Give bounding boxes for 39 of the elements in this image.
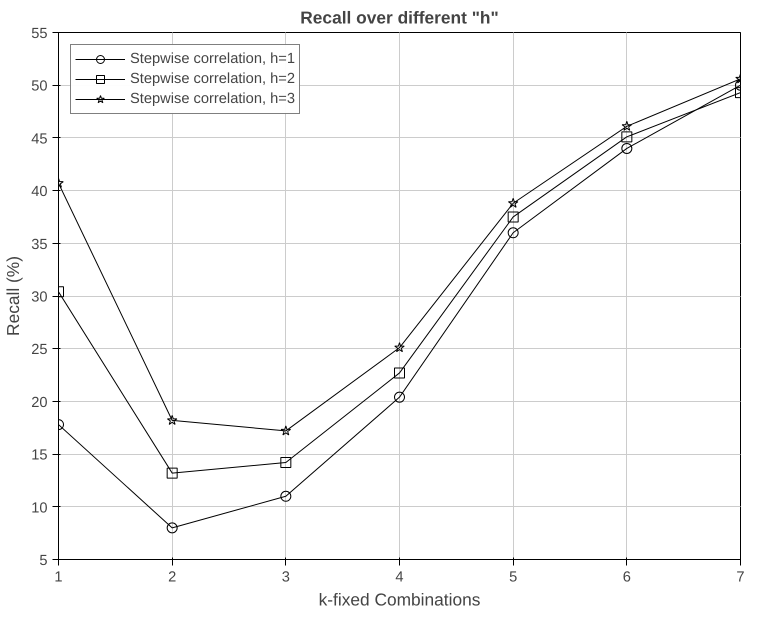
point [622,120,632,131]
point [280,490,292,502]
point [166,522,178,534]
x-axis-title: k-fixed Combinations [318,590,481,610]
x-tick-label: 1 [54,570,63,586]
point [280,457,292,468]
y-tick-label: 25 [31,342,48,358]
y-tick-label: 55 [31,26,48,42]
legend-label: Stepwise correlation, h=1 [130,51,295,67]
point [508,227,519,238]
point [394,392,405,403]
y-tick-label: 5 [39,553,48,569]
point [394,342,405,352]
y-tick-label: 40 [31,184,48,200]
x-tick-label: 7 [736,570,745,586]
point [621,142,632,154]
x-tick-label: 4 [395,570,404,586]
point [508,211,519,222]
y-axis-title: Recall (%) [3,256,24,336]
point [166,468,178,479]
y-tick-label: 45 [31,131,48,148]
y-tick-label: 50 [31,78,48,95]
legend-label: Stepwise correlation, h=3 [130,91,295,107]
y-tick-label: 35 [31,236,48,253]
x-tick-label: 5 [509,570,518,586]
x-tick-label: 2 [168,570,176,586]
point [394,367,405,378]
chart-title: Recall over different "h" [300,8,499,28]
y-tick-label: 10 [31,500,48,516]
point [166,414,178,425]
point [621,131,632,142]
point [280,425,292,436]
x-tick-label: 3 [282,570,290,586]
point [508,198,518,208]
y-tick-label: 20 [31,394,48,411]
y-tick-label: 15 [31,448,48,464]
x-tick-label: 6 [622,570,631,586]
y-tick-label: 30 [31,290,48,306]
legend-label: Stepwise correlation, h=2 [130,71,295,87]
